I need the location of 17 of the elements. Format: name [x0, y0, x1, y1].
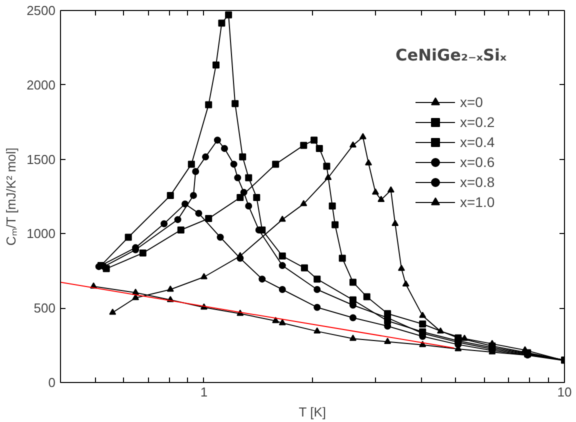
y-tick-label: 2000 — [26, 77, 56, 92]
legend-label: x=1.0 — [460, 194, 495, 210]
text: CeNiGe₂₋ₓSiₓ — [396, 46, 508, 64]
y-tick-label: 2500 — [26, 3, 56, 18]
legend-label: x=0.2 — [460, 114, 495, 130]
legend-label: x=0.8 — [460, 174, 495, 190]
x-tick-label: 10 — [557, 384, 572, 400]
y-tick-label: 500 — [34, 300, 56, 316]
y-tick-label: 1000 — [26, 226, 56, 242]
legend-label: x=0.4 — [460, 134, 495, 150]
legend-label: x=0 — [460, 94, 483, 110]
y-tick-label: 1500 — [26, 152, 56, 167]
legend-label: x=0.6 — [460, 154, 495, 170]
y-tick-label: 0 — [48, 375, 56, 390]
y-axis-title: Cₘ/T [mJ/K² mol] — [4, 148, 19, 246]
x-tick-label: 1 — [200, 384, 208, 400]
x-axis-title: T [K] — [298, 404, 326, 420]
